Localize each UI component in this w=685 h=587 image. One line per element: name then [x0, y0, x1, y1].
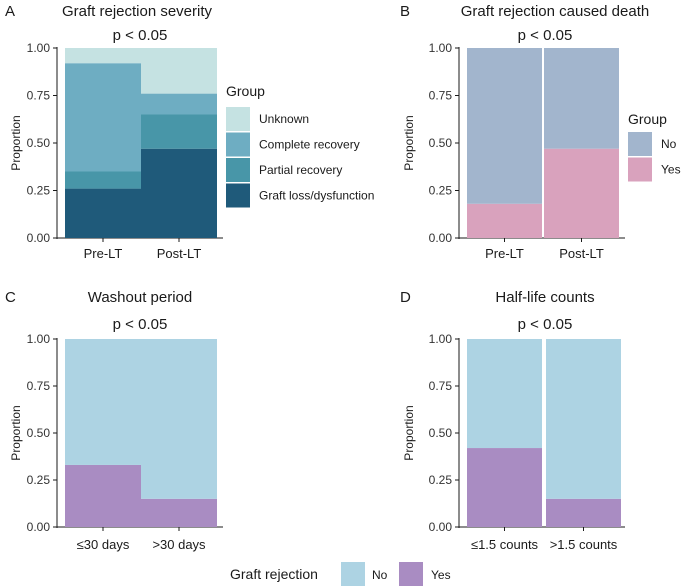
- bar--30-days-no: [141, 339, 217, 499]
- y-tick-label: 0.75: [27, 89, 51, 103]
- panel-d: D Half-life counts p < 0.05 0.00 0.25 0.50 0.7…: [400, 289, 625, 552]
- y-tick-label: 0.00: [27, 231, 51, 245]
- chart-title: Graft rejection caused death: [461, 3, 649, 20]
- chart-title: Washout period: [88, 289, 193, 306]
- x-tick-label: Pre-LT: [84, 246, 123, 261]
- bar-pre-lt-complete-recovery: [65, 63, 141, 172]
- y-tick-label: 0.75: [429, 89, 453, 103]
- y-tick-label: 0.00: [429, 520, 453, 534]
- y-axis-label: Proportion: [402, 115, 416, 170]
- bar--1-5-counts-no: [546, 339, 621, 499]
- p-value-annotation: p < 0.05: [113, 316, 168, 333]
- bar-post-lt-yes: [544, 148, 619, 238]
- bar-post-lt-graft-loss-dysfunction: [141, 148, 217, 238]
- legend: Group No Yes: [628, 111, 681, 182]
- y-axis-label: Proportion: [9, 405, 23, 460]
- bar-pre-lt-yes: [467, 203, 542, 238]
- bar-post-lt-unknown: [141, 48, 217, 94]
- x-tick-label: ≤30 days: [77, 537, 130, 552]
- bar--30-days-no: [65, 339, 141, 465]
- chart-title: Graft rejection severity: [62, 3, 213, 20]
- shared-legend-swatch: [399, 562, 423, 586]
- y-axis-label: Proportion: [9, 115, 23, 170]
- legend-swatch: [226, 132, 250, 157]
- p-value-annotation: p < 0.05: [113, 27, 168, 44]
- bar-post-lt-complete-recovery: [141, 93, 217, 115]
- shared-legend: Graft rejection No Yes: [230, 562, 451, 586]
- shared-legend-label: No: [372, 568, 388, 582]
- panel-a: A Graft rejection severity p < 0.05 0.00 0.2…: [5, 3, 374, 261]
- y-tick-label: 0.50: [429, 426, 453, 440]
- legend-label: Unknown: [259, 112, 309, 126]
- bar-post-lt-no: [544, 48, 619, 149]
- bar-pre-lt-unknown: [65, 48, 141, 64]
- legend-label: Yes: [661, 163, 681, 177]
- legend-label: Complete recovery: [259, 138, 360, 152]
- panel-b: B Graft rejection caused death p < 0.05 0.0…: [400, 3, 681, 261]
- y-tick-label: 0.00: [429, 231, 453, 245]
- legend-swatch: [628, 132, 652, 156]
- y-tick-label: 0.00: [27, 520, 51, 534]
- x-tick-label: Pre-LT: [485, 246, 524, 261]
- legend-swatch: [226, 158, 250, 182]
- bar--1-5-counts-no: [467, 339, 542, 449]
- y-tick-label: 1.00: [27, 41, 51, 55]
- panel-letter: B: [400, 3, 410, 20]
- x-tick-label: Post-LT: [559, 246, 604, 261]
- legend-label: Partial recovery: [259, 163, 342, 177]
- y-axis-label: Proportion: [402, 405, 416, 460]
- bar-pre-lt-no: [467, 48, 542, 204]
- legend-swatch: [226, 183, 250, 208]
- x-tick-label: Post-LT: [157, 246, 202, 261]
- panel-letter: D: [400, 289, 411, 306]
- legend-label: Graft loss/dysfunction: [259, 189, 374, 203]
- y-tick-label: 0.75: [429, 379, 453, 393]
- y-tick-label: 0.75: [27, 379, 51, 393]
- bar-pre-lt-partial-recovery: [65, 171, 141, 189]
- p-value-annotation: p < 0.05: [518, 27, 573, 44]
- y-tick-label: 0.50: [27, 426, 51, 440]
- bar--30-days-yes: [65, 464, 141, 527]
- bar--30-days-yes: [141, 498, 217, 527]
- panel-letter: A: [5, 3, 15, 20]
- x-tick-label: ≤1.5 counts: [471, 537, 539, 552]
- legend-swatch: [628, 157, 652, 182]
- x-tick-label: >30 days: [152, 537, 206, 552]
- y-tick-label: 0.25: [429, 184, 453, 198]
- panel-letter: C: [5, 289, 16, 306]
- y-tick-label: 1.00: [429, 332, 453, 346]
- legend: Group Unknown Complete recovery Partial rec…: [226, 83, 374, 208]
- bar-post-lt-partial-recovery: [141, 114, 217, 149]
- shared-legend-label: Yes: [431, 568, 451, 582]
- shared-legend-title: Graft rejection: [230, 566, 318, 582]
- y-tick-label: 0.25: [429, 473, 453, 487]
- legend-label: No: [661, 137, 677, 151]
- y-tick-label: 1.00: [429, 41, 453, 55]
- legend-swatch: [226, 107, 250, 131]
- p-value-annotation: p < 0.05: [518, 316, 573, 333]
- y-tick-label: 1.00: [27, 332, 51, 346]
- panel-c: C Washout period p < 0.05 0.00 0.25 0.50 0.75 1…: [5, 289, 223, 552]
- bar--1-5-counts-yes: [467, 448, 542, 527]
- shared-legend-swatch: [341, 562, 365, 586]
- y-tick-label: 0.25: [27, 184, 51, 198]
- x-tick-label: >1.5 counts: [550, 537, 618, 552]
- legend-title: Group: [226, 83, 265, 99]
- legend-title: Group: [628, 111, 667, 127]
- bar-pre-lt-graft-loss-dysfunction: [65, 188, 141, 238]
- y-tick-label: 0.25: [27, 473, 51, 487]
- y-tick-label: 0.50: [429, 136, 453, 150]
- bar--1-5-counts-yes: [546, 498, 621, 527]
- y-tick-label: 0.50: [27, 136, 51, 150]
- chart-title: Half-life counts: [495, 289, 594, 306]
